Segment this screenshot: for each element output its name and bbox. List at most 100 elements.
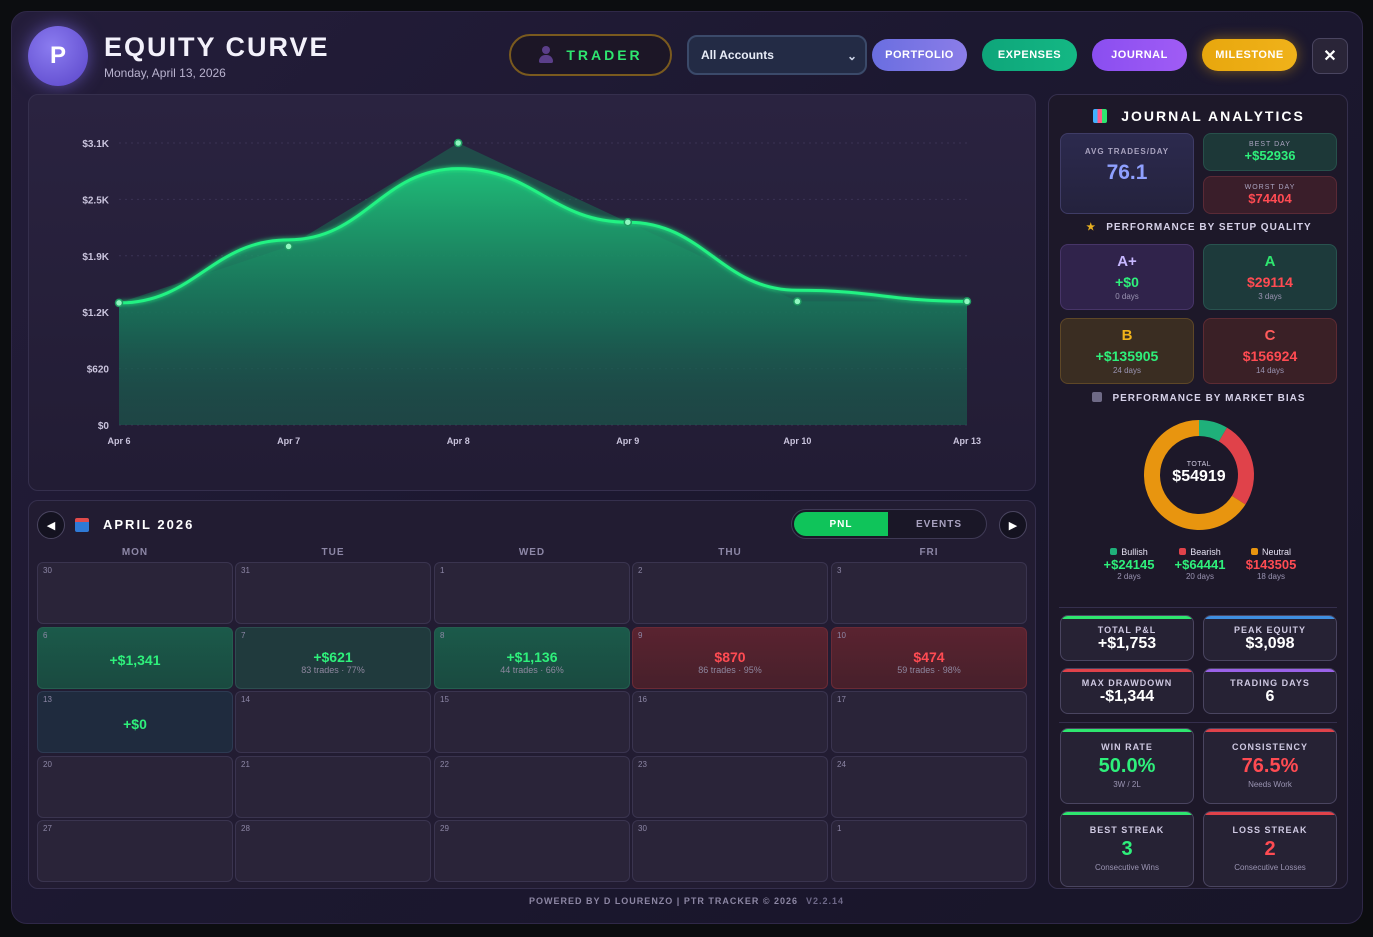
setup-days: 0 days [1115, 292, 1139, 301]
calendar-day-cell[interactable]: 24 [831, 755, 1027, 818]
avg-trades-label: AVG TRADES/DAY [1084, 147, 1170, 156]
bias-days: 20 days [1185, 572, 1215, 581]
legend-swatch [1250, 548, 1258, 555]
bias-pnl: +$64441 [1174, 557, 1226, 572]
calendar-day-cell[interactable]: 15 [434, 691, 630, 753]
consistency-value: 76.5% [1241, 755, 1299, 777]
equity-point[interactable] [962, 297, 972, 306]
weekday-header: FRI [919, 547, 939, 558]
calendar-day-cell[interactable]: 22 [434, 755, 630, 818]
win-rate-card: WIN RATE 50.0% 3W / 2L [1060, 728, 1194, 804]
calendar-day-cell[interactable]: 7 +$621 83 trades · 77% [235, 626, 431, 689]
best-day-label: BEST DAY [1249, 141, 1291, 148]
close-icon: ✕ [1323, 48, 1337, 65]
x-tick-label: Apr 13 [953, 436, 981, 446]
bias-legend-item: Neutral $143505 18 days [1226, 547, 1316, 581]
bias-pnl: $143505 [1245, 557, 1297, 572]
triangle-left-icon: ◀ [46, 519, 56, 532]
day-number: 1 [837, 824, 842, 833]
equity-point[interactable] [114, 298, 124, 308]
calendar-icon [75, 518, 89, 532]
equity-point[interactable] [623, 217, 633, 227]
calendar-day-cell[interactable]: 3 [831, 562, 1027, 624]
setup-pnl: $29114 [1247, 274, 1293, 290]
trading-days-label: TRADING DAYS [1230, 678, 1310, 688]
day-pnl: +$1,341 [109, 651, 161, 668]
y-tick-label: $1.9K [82, 252, 109, 263]
day-number: 2 [638, 566, 643, 575]
footer: POWERED BY D LOURENZO | PTR TRACKER © 20… [0, 896, 1373, 906]
close-button[interactable]: ✕ [1312, 38, 1348, 74]
equity-chart-panel: $0 $620 $1.2K $1.9K $2.5K $3.1K Apr 6 Apr 7 Apr… [28, 94, 1036, 491]
calendar-day-cell[interactable]: 1 [434, 562, 630, 624]
calendar-day-cell[interactable]: 31 [235, 562, 431, 624]
calendar-day-cell[interactable]: 6 +$1,341 [37, 626, 233, 689]
calendar-day-cell[interactable]: 2 [632, 562, 828, 624]
x-tick-label: Apr 6 [107, 436, 130, 446]
milestone-button[interactable]: MILESTONE [1202, 39, 1297, 71]
checkbox-icon [1092, 392, 1103, 402]
card-accent-bar [1061, 669, 1193, 672]
x-tick-label: Apr 7 [277, 436, 300, 446]
day-number: 28 [241, 824, 250, 833]
donut-center: TOTAL $54919 [1139, 461, 1259, 486]
calendar-day-cell[interactable]: 16 [632, 691, 828, 753]
best-streak-card: BEST STREAK 3 Consecutive Wins [1060, 811, 1194, 887]
calendar-day-cell[interactable]: 27 [37, 820, 233, 882]
day-pnl: +$1,136 [506, 648, 558, 665]
trader-button[interactable]: TRADER [509, 34, 672, 76]
y-tick-label: $620 [87, 365, 110, 376]
card-accent-bar [1204, 812, 1336, 815]
calendar-day-cell[interactable]: 9 $870 86 trades · 95% [632, 626, 828, 689]
card-accent-bar [1061, 616, 1193, 619]
pnl-tab[interactable]: PNL [794, 512, 888, 536]
view-toggle: PNL EVENTS [791, 509, 987, 539]
market-bias-title: PERFORMANCE BY MARKET BIAS [1112, 393, 1306, 404]
equity-point[interactable] [793, 297, 802, 306]
day-number: 14 [241, 695, 250, 704]
day-number: 10 [837, 630, 846, 640]
equity-point[interactable] [284, 242, 293, 251]
calendar-day-cell[interactable]: 23 [632, 755, 828, 818]
bias-name: Neutral [1261, 547, 1291, 557]
consistency-label: CONSISTENCY [1231, 742, 1308, 752]
day-number: 9 [638, 630, 643, 640]
analytics-title: JOURNAL ANALYTICS [1049, 108, 1349, 124]
calendar-day-cell[interactable]: 28 [235, 820, 431, 882]
calendar-day-cell[interactable]: 1 [831, 820, 1027, 882]
calendar-day-cell[interactable]: 21 [235, 755, 431, 818]
expenses-button[interactable]: EXPENSES [982, 39, 1077, 71]
calendar-day-cell[interactable]: 17 [831, 691, 1027, 753]
calendar-day-cell[interactable]: 20 [37, 755, 233, 818]
calendar-day-cell[interactable]: 8 +$1,136 44 trades · 66% [434, 626, 630, 689]
calendar-day-cell[interactable]: 13 +$0 [37, 691, 233, 753]
legend-swatch [1110, 548, 1118, 555]
day-pnl: +$621 [313, 648, 353, 665]
calendar-day-cell[interactable]: 30 [37, 562, 233, 624]
journal-button[interactable]: JOURNAL [1092, 39, 1187, 71]
calendar-day-cell[interactable]: 30 [632, 820, 828, 882]
setup-pnl: $156924 [1242, 348, 1298, 364]
legend-swatch [1179, 548, 1187, 555]
events-tab[interactable]: EVENTS [915, 518, 962, 530]
day-number: 13 [43, 695, 52, 704]
account-select[interactable]: All Accounts ⌄ [687, 35, 867, 75]
next-month-button[interactable]: ▶ [999, 511, 1027, 539]
calendar-day-cell[interactable]: 14 [235, 691, 431, 753]
calendar-day-cell[interactable]: 29 [434, 820, 630, 882]
prev-month-button[interactable]: ◀ [37, 511, 65, 539]
calendar-day-cell[interactable]: 10 $474 59 trades · 98% [831, 626, 1027, 689]
setup-quality-title: PERFORMANCE BY SETUP QUALITY [1106, 222, 1312, 233]
day-pnl: $474 [913, 648, 945, 665]
setup-card: C $156924 14 days [1203, 318, 1337, 384]
max-drawdown-card: MAX DRAWDOWN -$1,344 [1060, 668, 1194, 714]
portfolio-button[interactable]: PORTFOLIO [872, 39, 967, 71]
triangle-right-icon: ▶ [1008, 519, 1018, 532]
equity-point[interactable] [453, 138, 463, 148]
day-number: 21 [241, 759, 250, 769]
max-drawdown-label: MAX DRAWDOWN [1081, 678, 1173, 688]
calendar-month: APRIL 2026 [103, 517, 195, 532]
day-pnl: $870 [714, 648, 746, 665]
setup-days: 3 days [1258, 292, 1282, 301]
loss-streak-label: LOSS STREAK [1232, 825, 1308, 835]
